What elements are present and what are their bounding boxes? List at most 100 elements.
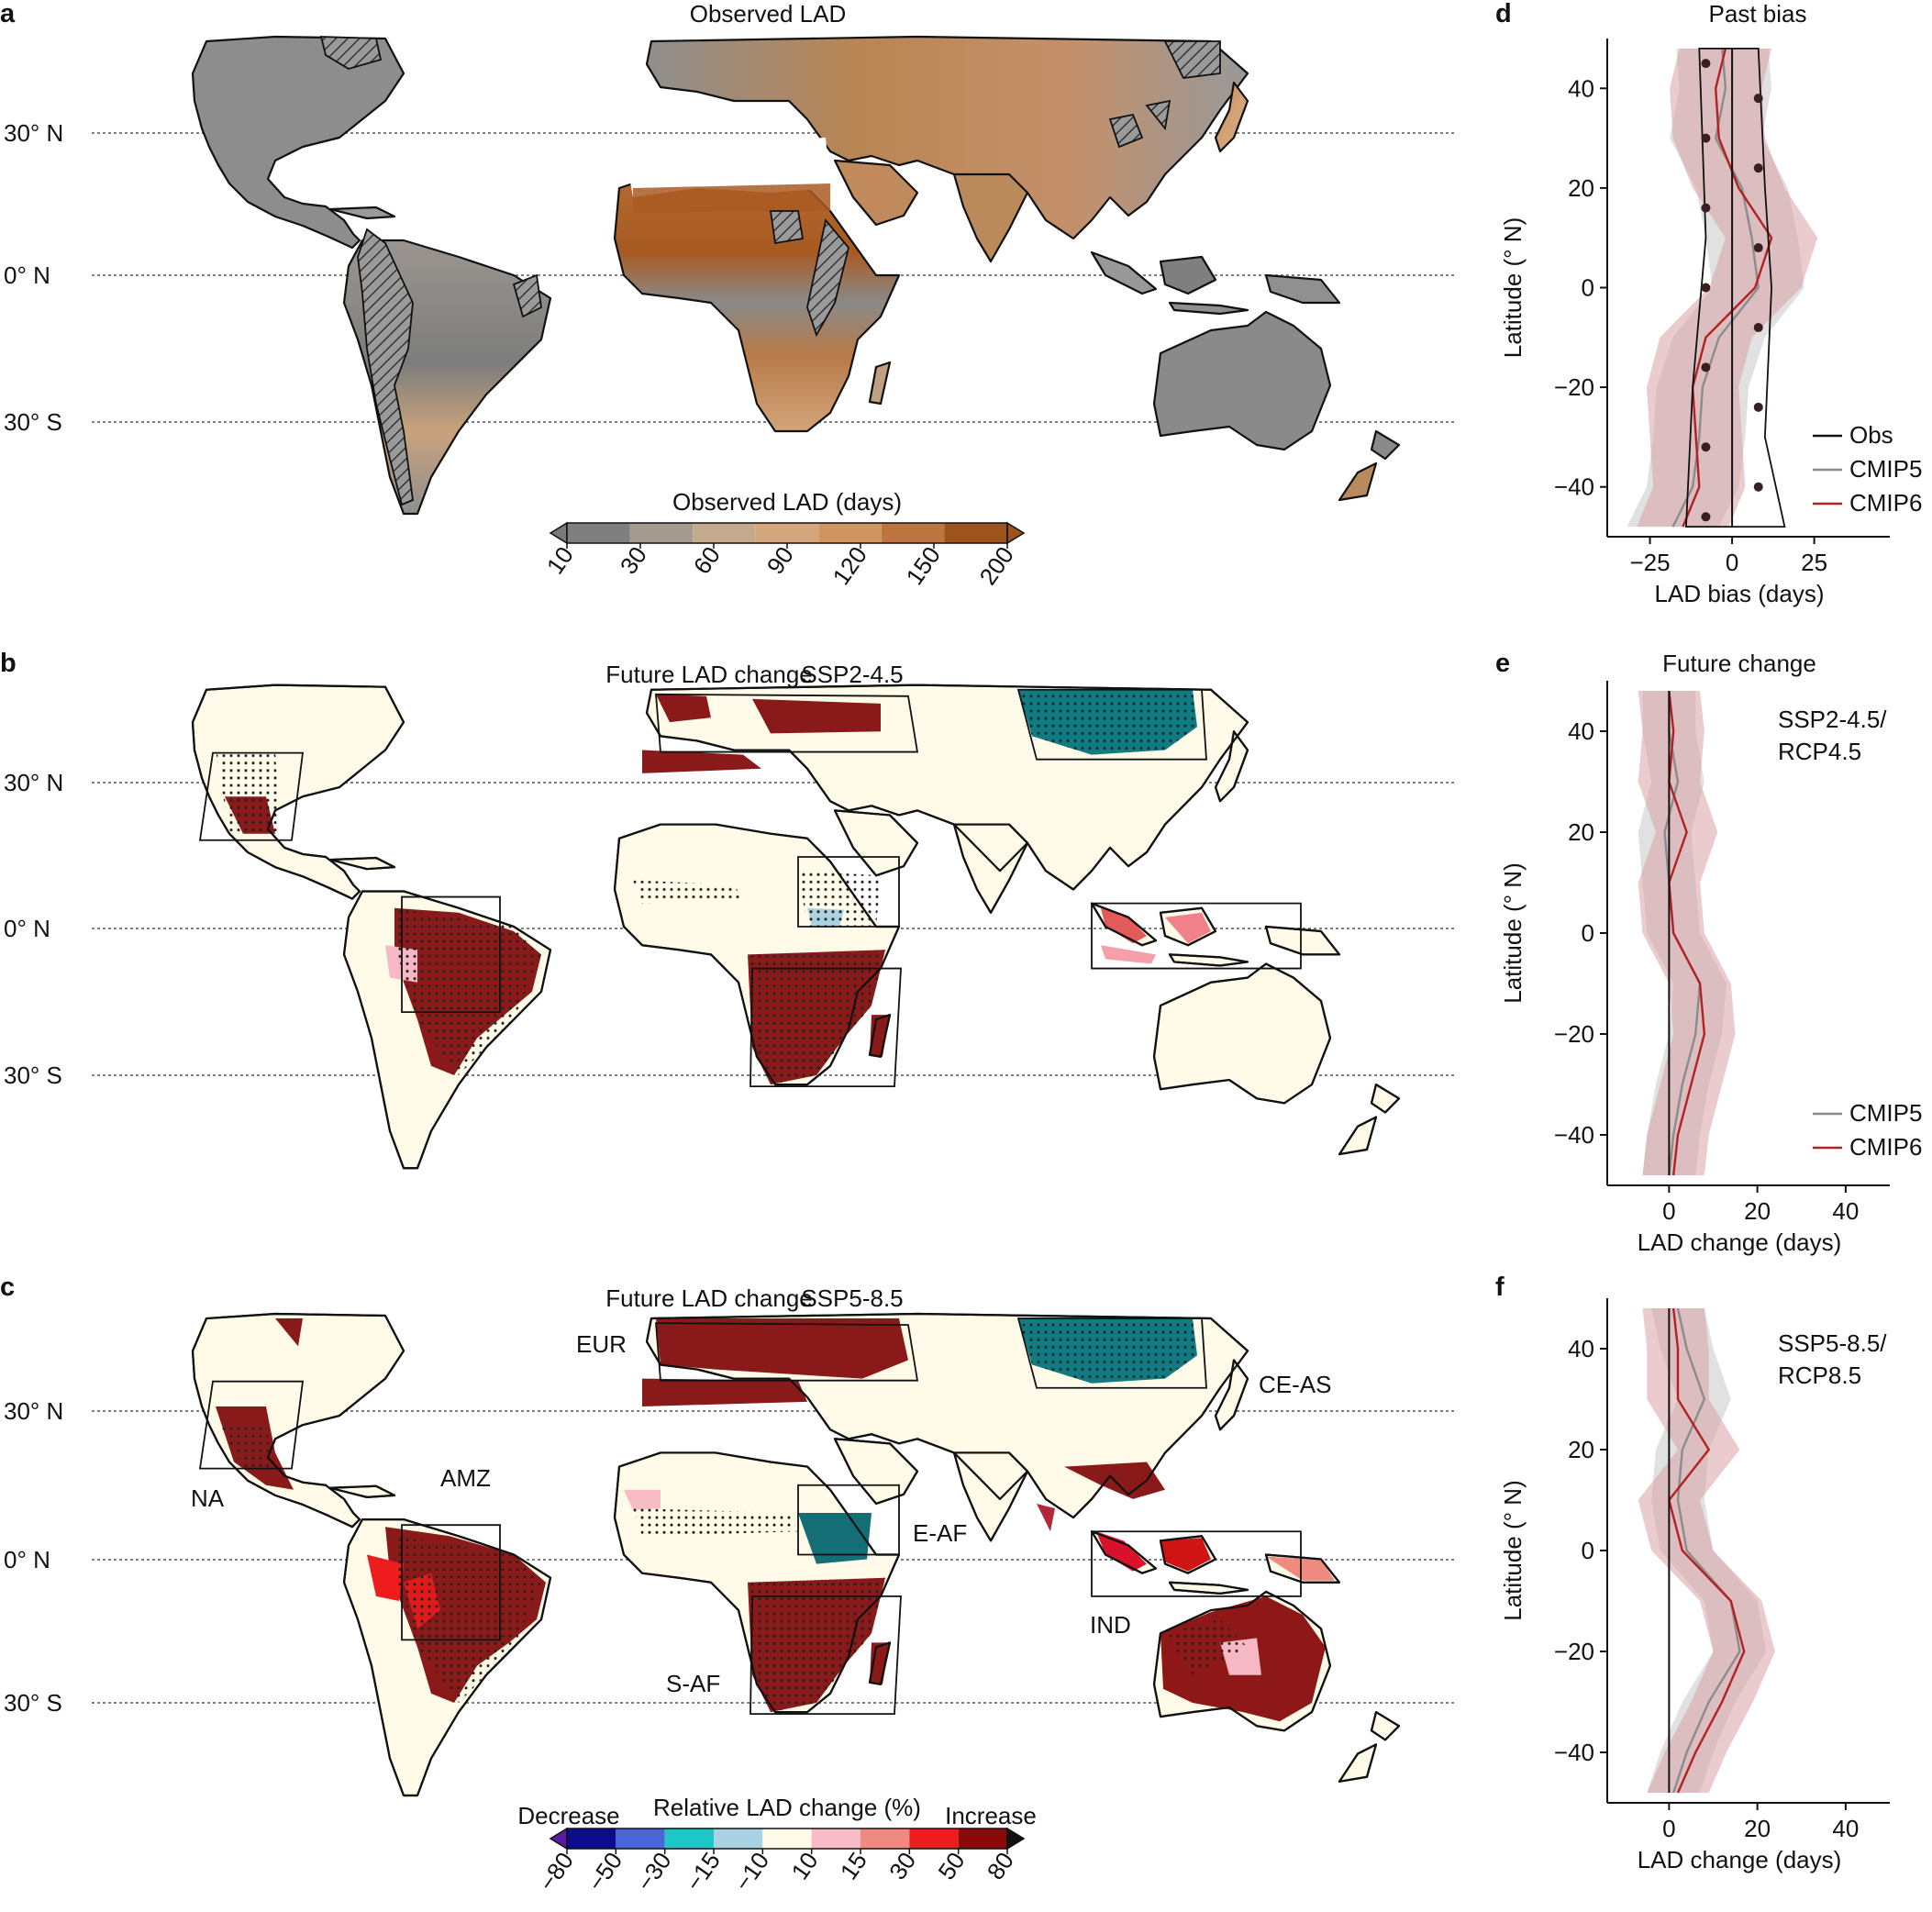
map-land	[191, 684, 1401, 1170]
legend-label: CMIP6	[1849, 1133, 1922, 1161]
x-tick-label: 40	[1832, 1815, 1859, 1842]
region-box-amz	[401, 1524, 501, 1641]
coastline	[613, 1451, 901, 1714]
obs-point	[1753, 322, 1763, 332]
hatched-area	[1108, 113, 1144, 149]
colorbar-title: Relative LAD change (%)	[653, 1794, 921, 1821]
colorbar-increase-label: Increase	[945, 1802, 1037, 1829]
scenario-line2: RCP8.5	[1778, 1362, 1861, 1389]
obs-point	[1701, 362, 1711, 372]
series-line-cmip6	[1668, 1307, 1746, 1794]
region-label: IND	[1090, 1611, 1131, 1639]
legend: CMIP5 CMIP6	[1813, 1099, 1922, 1161]
stippling	[748, 950, 885, 1085]
land-region	[1214, 81, 1249, 153]
obs-point	[1753, 482, 1763, 492]
land-region	[1168, 301, 1249, 316]
colorbar-tick-label: −80	[533, 1847, 579, 1895]
latitude-label: 0° N	[4, 915, 50, 942]
x-tick-label: 25	[1801, 549, 1827, 576]
land-region	[328, 206, 396, 220]
land-region	[191, 35, 405, 250]
colorbar-segment	[811, 1829, 861, 1849]
map-land	[191, 1312, 1401, 1797]
region-box-s-af	[749, 967, 902, 1088]
panel-letter-c: c	[0, 1273, 15, 1302]
land-region	[1159, 255, 1217, 295]
scenario-line1: SSP5-8.5/	[1778, 1329, 1887, 1357]
colorbar-segment	[567, 523, 630, 543]
stippling	[220, 1425, 275, 1472]
coastline	[1370, 1084, 1401, 1114]
x-tick-label: −25	[1630, 549, 1671, 576]
land-region	[952, 172, 1029, 263]
colorbar-observed-lad: 10 30 60 90 120 150 200 Observed LAD (days)	[541, 488, 1026, 590]
colorbar-tick-label: 50	[932, 1847, 970, 1884]
colorbar-tick-label: 80	[982, 1847, 1019, 1884]
coastline	[1168, 953, 1249, 967]
obs-point	[1753, 94, 1763, 104]
coastline	[1090, 1530, 1158, 1574]
colorbar-tick-label: −30	[631, 1847, 677, 1895]
panel-e: e Future change 40 20 0 −20 −40 0 20 40 LAD change…	[1495, 649, 1922, 1256]
stippling	[633, 1508, 798, 1537]
stippling	[394, 907, 541, 1075]
region-label: CE-AS	[1259, 1371, 1331, 1398]
colorbar-tick-label: −15	[680, 1847, 726, 1895]
colorbar-segment	[762, 1829, 812, 1849]
stippling	[394, 1536, 541, 1703]
coastline	[1159, 1535, 1217, 1574]
panel-letter-a: a	[0, 0, 16, 28]
region-box-s-af	[749, 1595, 902, 1716]
stippling	[1165, 1619, 1248, 1675]
legend-label: CMIP6	[1849, 489, 1922, 517]
y-tick-label: −20	[1554, 1020, 1594, 1048]
colorbar-tick-label: 30	[883, 1847, 921, 1884]
panel-letter-f: f	[1495, 1273, 1505, 1302]
colorbar-tick-label: 90	[761, 541, 799, 579]
colorbar-segment	[664, 1829, 714, 1849]
colorbar-segment	[881, 523, 945, 543]
y-tick-label: −40	[1554, 1739, 1594, 1766]
colorbar-tick-label: 10	[785, 1847, 823, 1884]
y-axis-label: Latitude (° N)	[1499, 1480, 1527, 1620]
region-box-eur	[655, 693, 919, 753]
x-axis-label: LAD change (days)	[1638, 1846, 1842, 1873]
coastline	[328, 1484, 396, 1498]
hatched-area	[1163, 40, 1221, 79]
latitude-label: 30° N	[4, 769, 63, 796]
series-line-cmip6	[1682, 48, 1773, 528]
colorbar-segment	[861, 1829, 910, 1849]
stippling	[216, 750, 280, 834]
uncertainty-band-cmip6	[1638, 691, 1736, 1175]
y-tick-label: 20	[1568, 1436, 1594, 1463]
uncertainty-band-cmip6	[1638, 1308, 1775, 1793]
colorbar-segment	[818, 523, 882, 543]
coastline	[645, 684, 1249, 891]
obs-point	[1753, 163, 1763, 173]
increase-area	[1037, 1503, 1055, 1532]
coastline	[952, 1451, 1029, 1542]
latitude-label: 30° S	[4, 1062, 62, 1089]
series-line-cmip6	[1668, 690, 1706, 1176]
legend-label: CMIP5	[1849, 1099, 1922, 1127]
scenario-line2: RCP4.5	[1778, 738, 1861, 765]
stippling	[1018, 1318, 1197, 1384]
coastline	[191, 1312, 405, 1528]
series-line-cmip5	[1672, 1307, 1741, 1794]
increase-area	[1101, 907, 1147, 944]
coastline	[613, 823, 901, 1086]
map-scenario: SSP5-8.5	[801, 1284, 903, 1312]
colorbar-segment	[567, 1829, 616, 1849]
coastline	[868, 1641, 892, 1685]
colorbar-segment	[629, 523, 694, 543]
hatched-area	[1145, 99, 1171, 131]
increase-area	[642, 1378, 807, 1406]
panel_a-map: a Observed LAD 30° N 0° N 30° S	[0, 0, 1454, 516]
x-axis-label: LAD bias (days)	[1655, 580, 1825, 607]
colorbar-tick-label: 60	[688, 541, 726, 579]
colorbar-arrow-right	[1006, 1827, 1026, 1851]
region-box-ind	[1091, 902, 1302, 970]
increase-area	[1096, 1531, 1147, 1572]
